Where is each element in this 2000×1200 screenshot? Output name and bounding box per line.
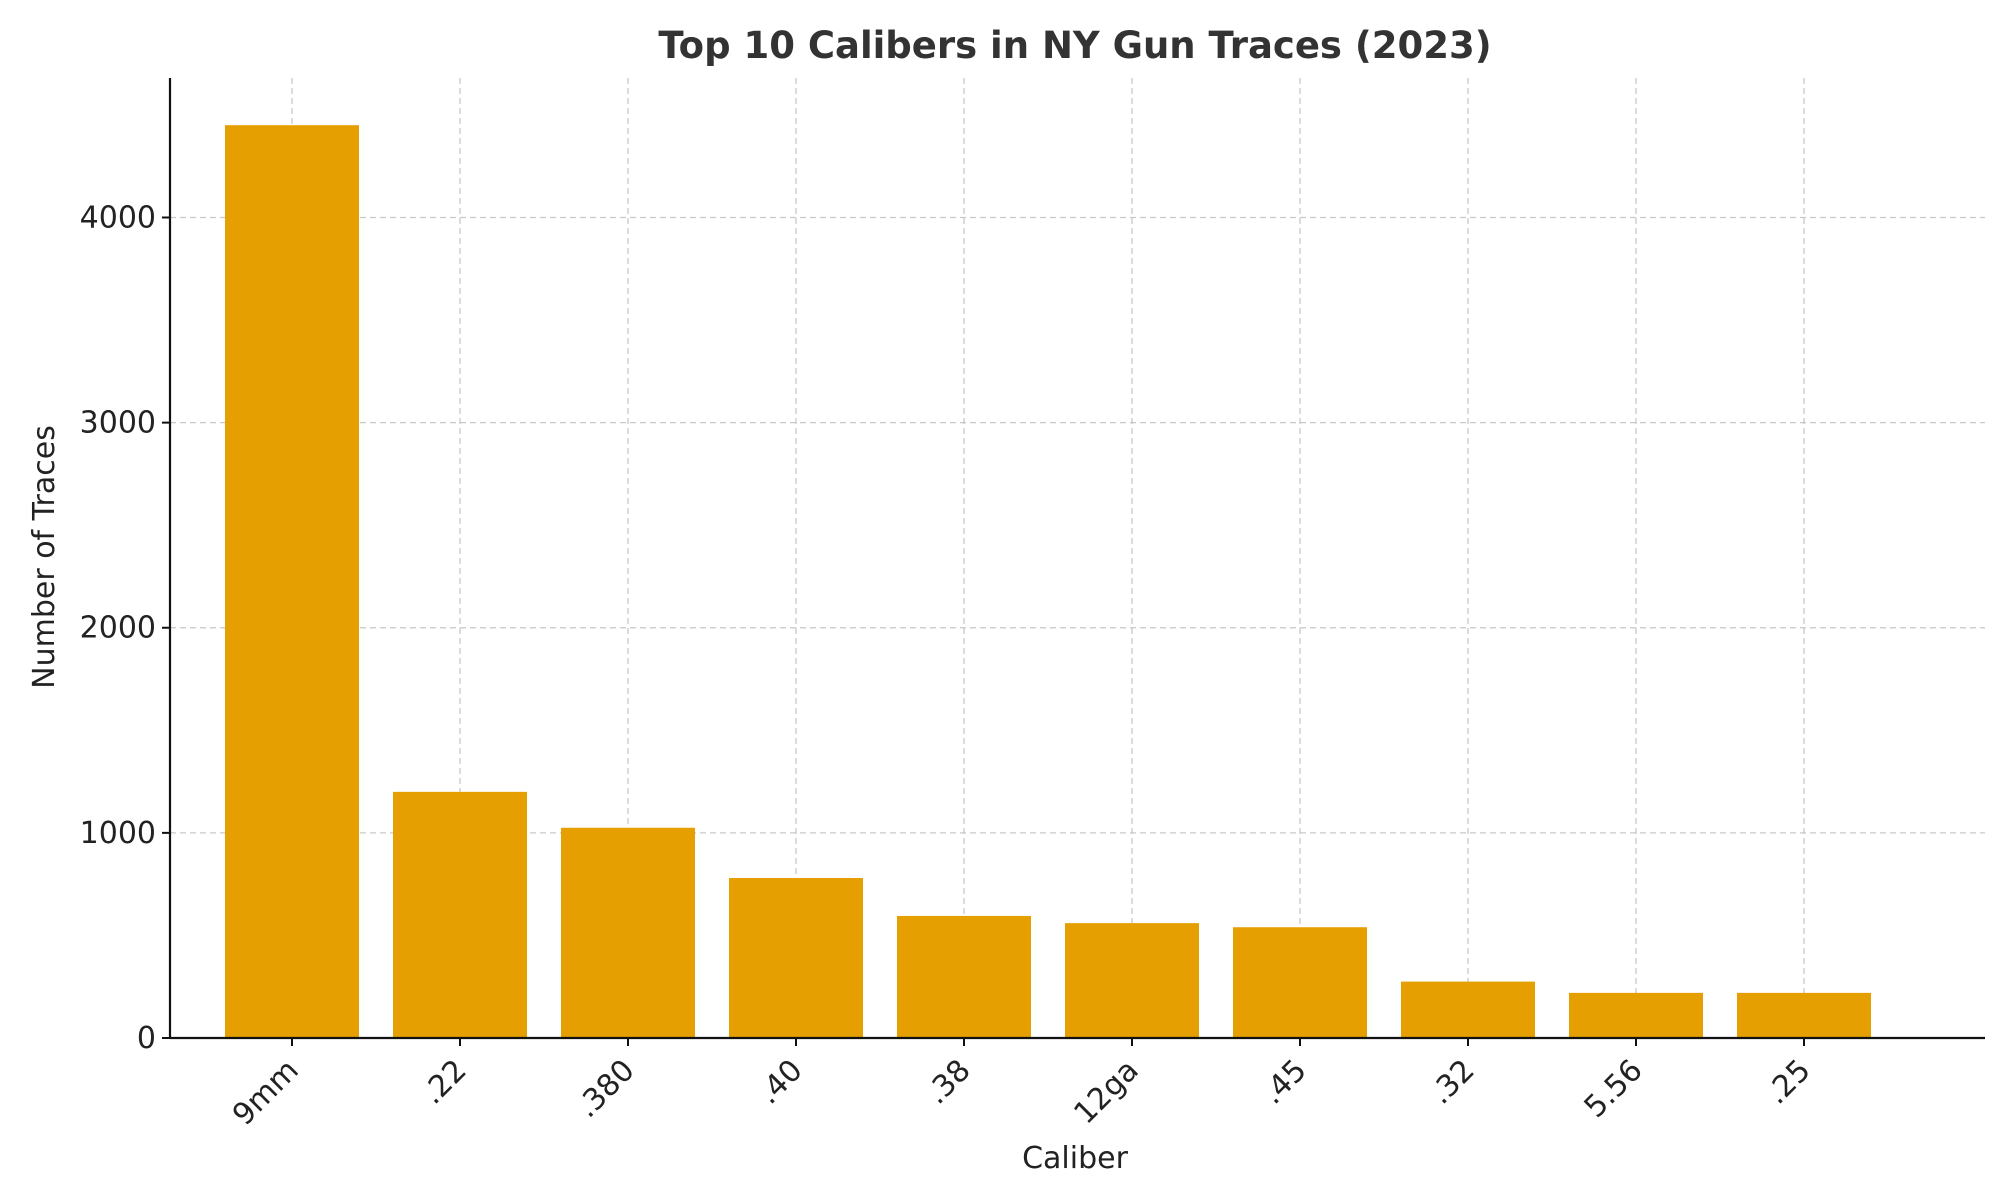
y-tick-label: 4000: [80, 200, 156, 235]
y-ticks: 0 1000 2000 3000 4000: [80, 200, 170, 1056]
x-tick-label: .32: [1423, 1053, 1481, 1111]
bar-0: [225, 125, 359, 1038]
x-tick-label: .22: [415, 1053, 473, 1111]
bar-3: [729, 878, 863, 1038]
x-tick-label: .38: [919, 1053, 977, 1111]
y-axis-label: Number of Traces: [27, 425, 62, 689]
y-tick-label: 3000: [80, 406, 156, 441]
bar-2: [561, 827, 695, 1038]
x-tick-label: 9mm: [226, 1053, 306, 1133]
bar-6: [1233, 927, 1367, 1038]
bar-5: [1065, 923, 1199, 1038]
chart-title: Top 10 Calibers in NY Gun Traces (2023): [658, 24, 1491, 67]
bar-7: [1401, 981, 1535, 1038]
x-tick-label: .25: [1759, 1053, 1817, 1111]
x-tick-label: .45: [1255, 1053, 1313, 1111]
bars: [225, 125, 1871, 1038]
x-tick-label: .40: [751, 1053, 809, 1111]
x-tick-label: 5.56: [1578, 1053, 1650, 1125]
x-axis-label: Caliber: [1022, 1141, 1129, 1176]
y-tick-label: 0: [137, 1021, 156, 1056]
x-ticks: 9mm .22 .380 .40 .38 12ga .45 .32 5.56 .25: [226, 1038, 1818, 1132]
axes: [168, 78, 1985, 1040]
x-tick-label: 12ga: [1067, 1053, 1145, 1131]
bar-8: [1569, 992, 1703, 1038]
y-tick-label: 2000: [80, 611, 156, 646]
bar-4: [897, 915, 1031, 1038]
x-tick-label: .380: [570, 1053, 642, 1125]
bar-9: [1737, 992, 1871, 1038]
bar-1: [393, 791, 527, 1038]
y-tick-label: 1000: [80, 816, 156, 851]
